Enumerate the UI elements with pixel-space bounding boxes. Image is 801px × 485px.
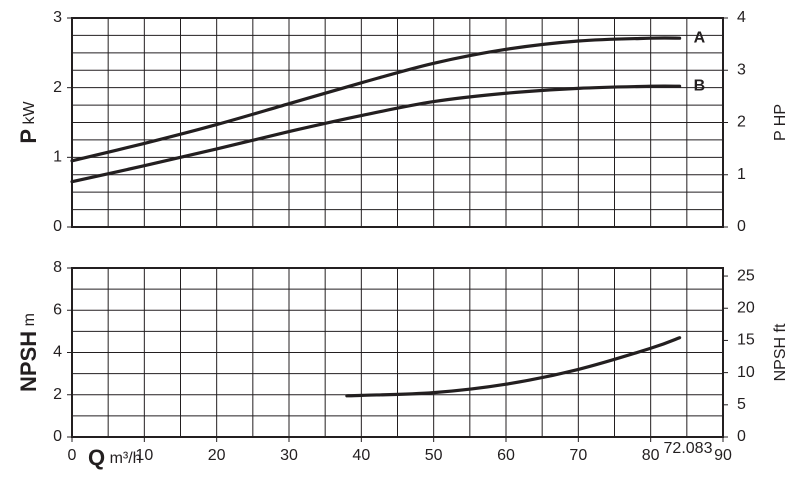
x-axis-label-name: Q [88,445,105,470]
y2-tick-label: 25 [737,267,755,284]
y-tick-label: 2 [53,386,62,403]
y-tick-label: 1 [53,149,62,166]
y2-tick-label: 2 [737,114,746,131]
curve [345,336,682,398]
y2-axis-label: NPSH ft [772,323,789,381]
y-tick-label: 4 [53,344,62,361]
x-axis-label: Q m³/h [88,445,142,470]
curve-label: A [694,29,706,46]
x-axis-label-unit: m³/h [110,450,142,467]
y-axis-label-unit: m [21,313,38,326]
x-tick-label: 30 [280,447,298,464]
x-tick-label: 40 [352,447,370,464]
y2-axis-label: P HP [772,104,789,141]
x-tick-label: 20 [208,447,226,464]
y-tick-label: 2 [53,79,62,96]
y-axis-label-name: NPSH [16,331,41,392]
y2-tick-label: 15 [737,332,755,349]
x-tick-label: 80 [642,447,660,464]
curve [70,36,682,163]
y-tick-label: 0 [53,428,62,445]
x-tick-label: 50 [425,447,443,464]
curve [70,84,682,184]
y2-tick-label: 4 [737,9,746,26]
x-tick-label: 0 [68,447,77,464]
y-tick-label: 8 [53,259,62,276]
y2-tick-label: 1 [737,166,746,183]
y2-tick-label: 3 [737,61,746,78]
x-tick-label: 70 [569,447,587,464]
y-tick-label: 6 [53,301,62,318]
annotation: 72.083 [664,440,713,457]
y2-tick-label: 5 [737,396,746,413]
y2-tick-label: 20 [737,299,755,316]
y2-tick-label: 0 [737,218,746,235]
x-tick-label: 60 [497,447,515,464]
curve-label: B [694,77,706,94]
y-axis-label: P kW [16,100,41,143]
y-axis-label-unit: kW [21,100,38,124]
y-tick-label: 0 [53,218,62,235]
x-tick-label: 90 [714,447,732,464]
y-tick-label: 3 [53,9,62,26]
y2-tick-label: 0 [737,428,746,445]
x-tick-label: 10 [135,447,153,464]
y-axis-label-name: P [16,129,41,144]
y-axis-label: NPSH m [16,313,41,392]
y2-tick-label: 10 [737,364,755,381]
